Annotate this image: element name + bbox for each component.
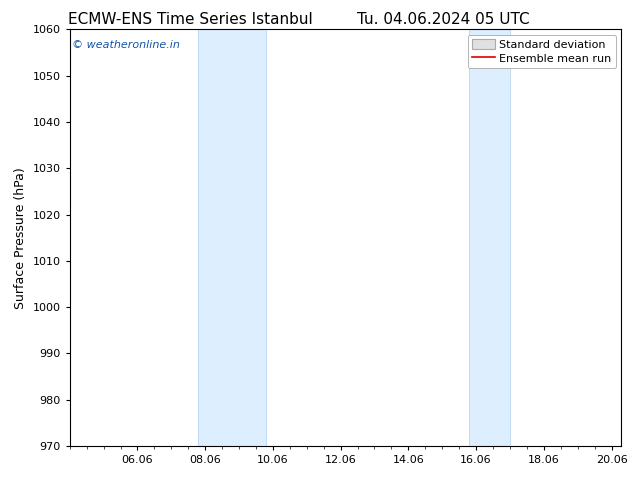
Text: © weatheronline.in: © weatheronline.in <box>72 40 180 50</box>
Bar <box>469 29 510 446</box>
Bar <box>198 29 266 446</box>
Legend: Standard deviation, Ensemble mean run: Standard deviation, Ensemble mean run <box>468 35 616 68</box>
Text: Tu. 04.06.2024 05 UTC: Tu. 04.06.2024 05 UTC <box>358 12 530 27</box>
Y-axis label: Surface Pressure (hPa): Surface Pressure (hPa) <box>14 167 27 309</box>
Text: ECMW-ENS Time Series Istanbul: ECMW-ENS Time Series Istanbul <box>68 12 313 27</box>
